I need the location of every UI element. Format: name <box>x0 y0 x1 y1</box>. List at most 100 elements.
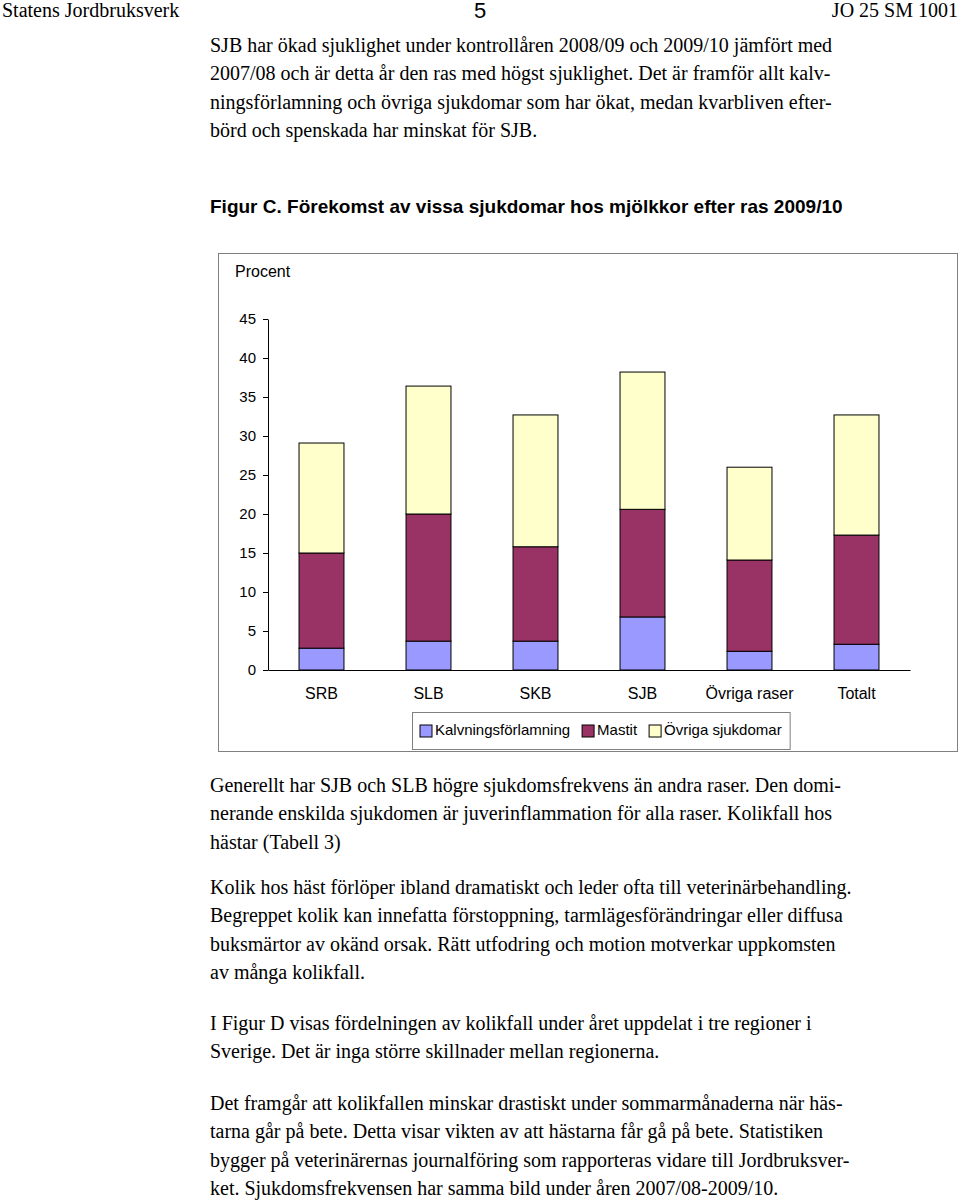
y-axis-title: Procent <box>235 263 291 280</box>
page: Statens Jordbruksverk5JO 25 SM 1001SJB h… <box>0 0 960 1200</box>
paragraph-line: SJB har ökad sjuklighet under kontrollår… <box>210 34 832 57</box>
y-tick-mark <box>263 358 268 359</box>
legend-box <box>413 713 791 750</box>
x-tick-label: SRB <box>305 685 338 702</box>
y-tick: 45 <box>239 310 268 327</box>
y-tick-mark <box>263 514 268 515</box>
y-tick-mark <box>263 397 268 398</box>
bar <box>299 553 344 648</box>
x-tick: SJB <box>628 685 657 702</box>
x-tick-label: Övriga raser <box>705 685 794 702</box>
y-tick-mark <box>263 436 268 437</box>
bars <box>299 372 879 670</box>
paragraph-line: Sverige. Det är inga större skillnader m… <box>210 1040 659 1063</box>
legend-label: Mastit <box>597 721 638 738</box>
bar <box>513 547 558 641</box>
paragraph: Det framgår att kolikfallen minskar dras… <box>210 1092 849 1200</box>
paragraph-line: Generellt har SJB och SLB högre sjukdoms… <box>210 774 841 797</box>
x-tick-label: SJB <box>628 685 657 702</box>
chart-title: Figur C. Förekomst av vissa sjukdomar ho… <box>210 196 843 217</box>
y-tick-mark <box>263 670 268 671</box>
bar <box>727 560 772 651</box>
paragraph-line: I Figur D visas fördelningen av kolikfal… <box>210 1012 812 1035</box>
paragraph: Generellt har SJB och SLB högre sjukdoms… <box>210 774 841 854</box>
series <box>299 372 879 560</box>
bar <box>834 644 879 670</box>
bar <box>834 415 879 535</box>
y-tick: 15 <box>239 544 268 561</box>
bar <box>620 372 665 509</box>
paragraph: SJB har ökad sjuklighet under kontrollår… <box>210 34 832 143</box>
bar <box>513 641 558 670</box>
y-tick-label: 40 <box>239 349 256 366</box>
chart-frame <box>219 254 958 752</box>
bar <box>834 535 879 644</box>
y-tick-label: 45 <box>239 310 256 327</box>
bar <box>406 386 451 514</box>
series <box>299 617 879 670</box>
x-axis-line <box>269 670 911 671</box>
y-tick: 0 <box>248 661 268 678</box>
y-tick-label: 5 <box>248 622 256 639</box>
x-tick: SKB <box>519 685 551 702</box>
y-tick-label: 20 <box>239 505 256 522</box>
y-tick: 25 <box>239 466 268 483</box>
y-tick-label: 10 <box>239 583 256 600</box>
paragraph: I Figur D visas fördelningen av kolikfal… <box>210 1012 812 1064</box>
y-tick: 20 <box>239 505 268 522</box>
paragraph-line: bygger på veterinärernas journalföring s… <box>210 1149 849 1172</box>
bar <box>299 443 344 553</box>
paragraph-line: Begreppet kolik kan innefatta förstoppni… <box>210 904 843 927</box>
paragraph-line: börd och spenskada har minskat för SJB. <box>210 119 537 142</box>
paragraph-line: Kolik hos häst förlöper ibland dramatisk… <box>210 876 851 899</box>
y-tick: 30 <box>239 427 268 444</box>
legend-swatch <box>420 725 432 737</box>
paragraph-line: nerande enskilda sjukdomen är juverinfla… <box>210 802 832 825</box>
y-tick-label: 35 <box>239 388 256 405</box>
y-tick-mark <box>263 631 268 632</box>
x-axis: SRB SLB SKB SJB Övriga raser Totalt <box>269 671 911 703</box>
legend-swatch <box>649 725 661 737</box>
y-tick: 10 <box>239 583 268 600</box>
x-tick: Totalt <box>837 685 876 702</box>
paragraph-line: av många kolikfall. <box>210 961 365 984</box>
x-tick: SRB <box>305 685 338 702</box>
y-tick: 35 <box>239 388 268 405</box>
legend: Kalvningsförlamning Mastit Övriga sjukdoma… <box>413 713 791 750</box>
y-tick-label: 0 <box>248 661 256 678</box>
bar <box>620 617 665 670</box>
legend-label: Kalvningsförlamning <box>435 721 570 738</box>
page-number: 5 <box>474 0 486 23</box>
bar <box>620 509 665 617</box>
y-tick-mark <box>263 475 268 476</box>
paragraph-line: Det framgår att kolikfallen minskar dras… <box>210 1092 843 1115</box>
y-tick-mark <box>263 553 268 554</box>
paragraph-line: 2007/08 och är detta år den ras med högs… <box>210 62 830 85</box>
y-tick-label: 25 <box>239 466 256 483</box>
bar <box>406 514 451 641</box>
x-tick: Övriga raser <box>705 685 794 702</box>
y-axis: 0 5 10 15 20 25 30 35 40 45 <box>239 310 268 678</box>
x-tick-label: SKB <box>519 685 551 702</box>
x-tick: SLB <box>413 685 443 702</box>
y-axis-line <box>268 320 269 671</box>
x-tick-label: Totalt <box>837 685 876 702</box>
paragraph-line: ket. Sjukdomsfrekvensen har samma bild u… <box>210 1177 778 1200</box>
bar <box>727 467 772 560</box>
paragraph: Kolik hos häst förlöper ibland dramatisk… <box>210 876 851 985</box>
y-tick: 40 <box>239 349 268 366</box>
x-tick-label: SLB <box>413 685 443 702</box>
y-tick-mark <box>263 592 268 593</box>
header-right: JO 25 SM 1001 <box>832 0 958 21</box>
bar <box>299 648 344 670</box>
paragraph-line: hästar (Tabell 3) <box>210 831 341 854</box>
bar <box>513 415 558 547</box>
y-tick-label: 30 <box>239 427 256 444</box>
legend-swatch <box>582 725 594 737</box>
bar <box>406 641 451 670</box>
paragraph-line: buksmärtor av okänd orsak. Rätt utfodrin… <box>210 933 835 956</box>
series <box>299 509 879 651</box>
y-tick: 5 <box>248 622 268 639</box>
paragraph-line: ningsförlamning och övriga sjukdomar som… <box>210 91 832 114</box>
legend-label: Övriga sjukdomar <box>664 721 782 738</box>
